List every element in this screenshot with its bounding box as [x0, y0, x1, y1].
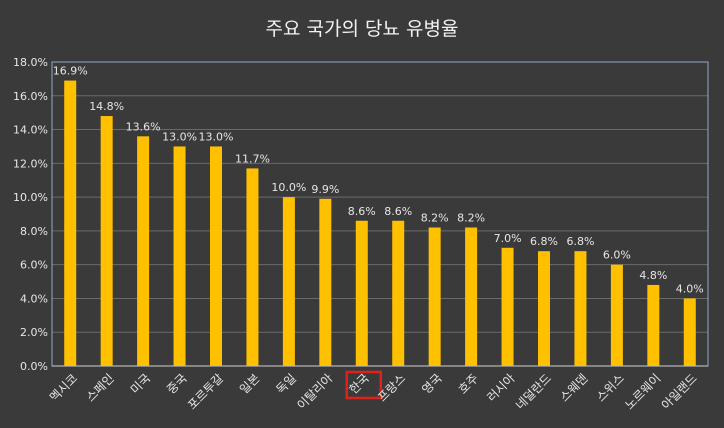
x-tick-label: 노르웨이	[622, 371, 663, 412]
data-label: 4.0%	[676, 282, 704, 295]
bar	[319, 198, 332, 366]
x-tick-label-group: 노르웨이	[622, 371, 663, 412]
bar	[173, 146, 186, 366]
x-tick-label-group: 한국	[346, 371, 372, 397]
highlight-box	[345, 370, 383, 400]
y-tick-label: 10.0%	[13, 191, 48, 204]
data-label: 13.0%	[162, 130, 197, 143]
x-tick-label-group: 스웨덴	[557, 371, 590, 404]
x-tick-label: 한국	[346, 371, 372, 397]
x-tick-label: 영국	[419, 371, 445, 397]
data-label: 16.9%	[53, 65, 88, 78]
x-tick-label: 중국	[164, 371, 190, 397]
x-tick-label-group: 일본	[237, 371, 263, 397]
bar	[282, 197, 295, 366]
bar	[100, 116, 113, 367]
data-label: 14.8%	[89, 100, 124, 113]
x-tick-label-group: 포르투갈	[185, 371, 226, 412]
bar	[647, 284, 660, 366]
data-label: 8.6%	[348, 205, 376, 218]
x-tick-label-group: 러시아	[484, 371, 517, 404]
y-tick-label: 8.0%	[20, 225, 48, 238]
bar	[246, 168, 259, 366]
x-tick-label: 미국	[128, 371, 154, 397]
x-tick-label: 네덜란드	[513, 371, 554, 412]
data-label: 13.6%	[126, 120, 161, 133]
plot-area	[51, 61, 709, 367]
data-label: 7.0%	[494, 232, 522, 245]
x-tick-label-group: 영국	[419, 371, 445, 397]
x-tick-label-group: 독일	[273, 371, 299, 397]
x-tick-label: 일본	[237, 371, 263, 397]
data-label: 13.0%	[199, 130, 234, 143]
bar	[392, 220, 405, 366]
bar	[355, 220, 368, 366]
x-tick-label: 독일	[273, 371, 299, 397]
bar	[64, 80, 77, 367]
y-tick-label: 12.0%	[13, 157, 48, 170]
data-label: 8.2%	[457, 212, 485, 225]
x-tick-label: 호주	[456, 371, 482, 397]
x-tick-label-group: 네덜란드	[513, 371, 554, 412]
data-label: 8.6%	[384, 205, 412, 218]
x-tick-label-group: 아일랜드	[659, 371, 700, 412]
data-label: 6.0%	[603, 249, 631, 262]
data-label: 6.8%	[530, 235, 558, 248]
bar	[428, 227, 441, 366]
x-tick-label-group: 스페인	[83, 371, 116, 404]
x-tick-label-group: 호주	[456, 371, 482, 397]
x-tick-label-group: 중국	[164, 371, 190, 397]
x-tick-label: 포르투갈	[185, 371, 226, 412]
x-tick-label: 아일랜드	[659, 371, 700, 412]
x-tick-label: 스페인	[83, 371, 116, 404]
y-tick-label: 6.0%	[20, 259, 48, 272]
chart-title: 주요 국가의 당뇨 유병율	[265, 18, 459, 40]
y-tick-label: 14.0%	[13, 124, 48, 137]
data-label: 10.0%	[271, 181, 306, 194]
data-label: 9.9%	[311, 183, 339, 196]
bar	[210, 146, 222, 366]
data-label: 4.8%	[639, 269, 667, 282]
data-label: 8.2%	[421, 212, 449, 225]
x-tick-label-group: 이탈리아	[294, 371, 335, 412]
x-tick-label: 러시아	[484, 371, 517, 404]
y-tick-label: 16.0%	[13, 90, 48, 103]
y-tick-label: 4.0%	[20, 292, 48, 305]
data-label: 11.7%	[235, 152, 270, 165]
data-label: 6.8%	[566, 235, 594, 248]
bar	[683, 298, 696, 366]
bar	[501, 247, 514, 366]
x-tick-label: 스위스	[594, 371, 627, 404]
bar	[137, 136, 150, 366]
y-tick-label: 18.0%	[13, 56, 48, 69]
x-tick-label: 스웨덴	[557, 371, 590, 404]
x-tick-label: 이탈리아	[294, 371, 335, 412]
x-tick-label-group: 멕시코	[47, 371, 80, 404]
x-tick-label: 멕시코	[47, 371, 80, 404]
y-tick-label: 0.0%	[20, 360, 48, 373]
bar	[574, 251, 587, 366]
bar	[465, 227, 478, 366]
bar	[538, 251, 550, 366]
x-tick-label-group: 스위스	[594, 371, 627, 404]
bar	[610, 264, 623, 366]
y-tick-label: 2.0%	[20, 326, 48, 339]
x-tick-label-group: 미국	[128, 371, 154, 397]
